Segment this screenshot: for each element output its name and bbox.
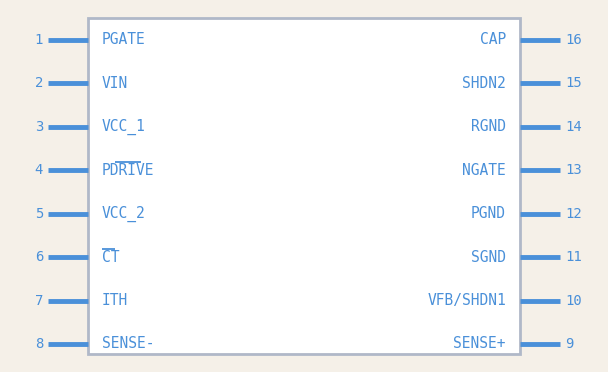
Text: SGND: SGND [471, 250, 506, 264]
Text: 4: 4 [35, 163, 43, 177]
Text: SENSE+: SENSE+ [454, 337, 506, 352]
Text: 2: 2 [35, 76, 43, 90]
Text: 5: 5 [35, 207, 43, 221]
Text: PGND: PGND [471, 206, 506, 221]
Text: 14: 14 [565, 120, 582, 134]
Text: VIN: VIN [102, 76, 128, 91]
Text: SENSE-: SENSE- [102, 337, 154, 352]
Text: CT: CT [102, 250, 120, 264]
Text: 12: 12 [565, 207, 582, 221]
Text: VCC_1: VCC_1 [102, 119, 146, 135]
Text: 7: 7 [35, 294, 43, 308]
Text: 1: 1 [35, 33, 43, 47]
Text: 9: 9 [565, 337, 573, 351]
Text: NGATE: NGATE [462, 163, 506, 178]
Text: 8: 8 [35, 337, 43, 351]
Text: PGATE: PGATE [102, 32, 146, 48]
Text: 11: 11 [565, 250, 582, 264]
Text: VCC_2: VCC_2 [102, 206, 146, 222]
Text: SHDN2: SHDN2 [462, 76, 506, 91]
Text: VFB/SHDN1: VFB/SHDN1 [427, 293, 506, 308]
Text: 3: 3 [35, 120, 43, 134]
Text: PDRIVE: PDRIVE [102, 163, 154, 178]
Text: 13: 13 [565, 163, 582, 177]
Text: CAP: CAP [480, 32, 506, 48]
Text: RGND: RGND [471, 119, 506, 134]
Bar [88, 18, 520, 354]
Text: 6: 6 [35, 250, 43, 264]
Text: 16: 16 [565, 33, 582, 47]
Text: 10: 10 [565, 294, 582, 308]
Text: ITH: ITH [102, 293, 128, 308]
Text: 15: 15 [565, 76, 582, 90]
